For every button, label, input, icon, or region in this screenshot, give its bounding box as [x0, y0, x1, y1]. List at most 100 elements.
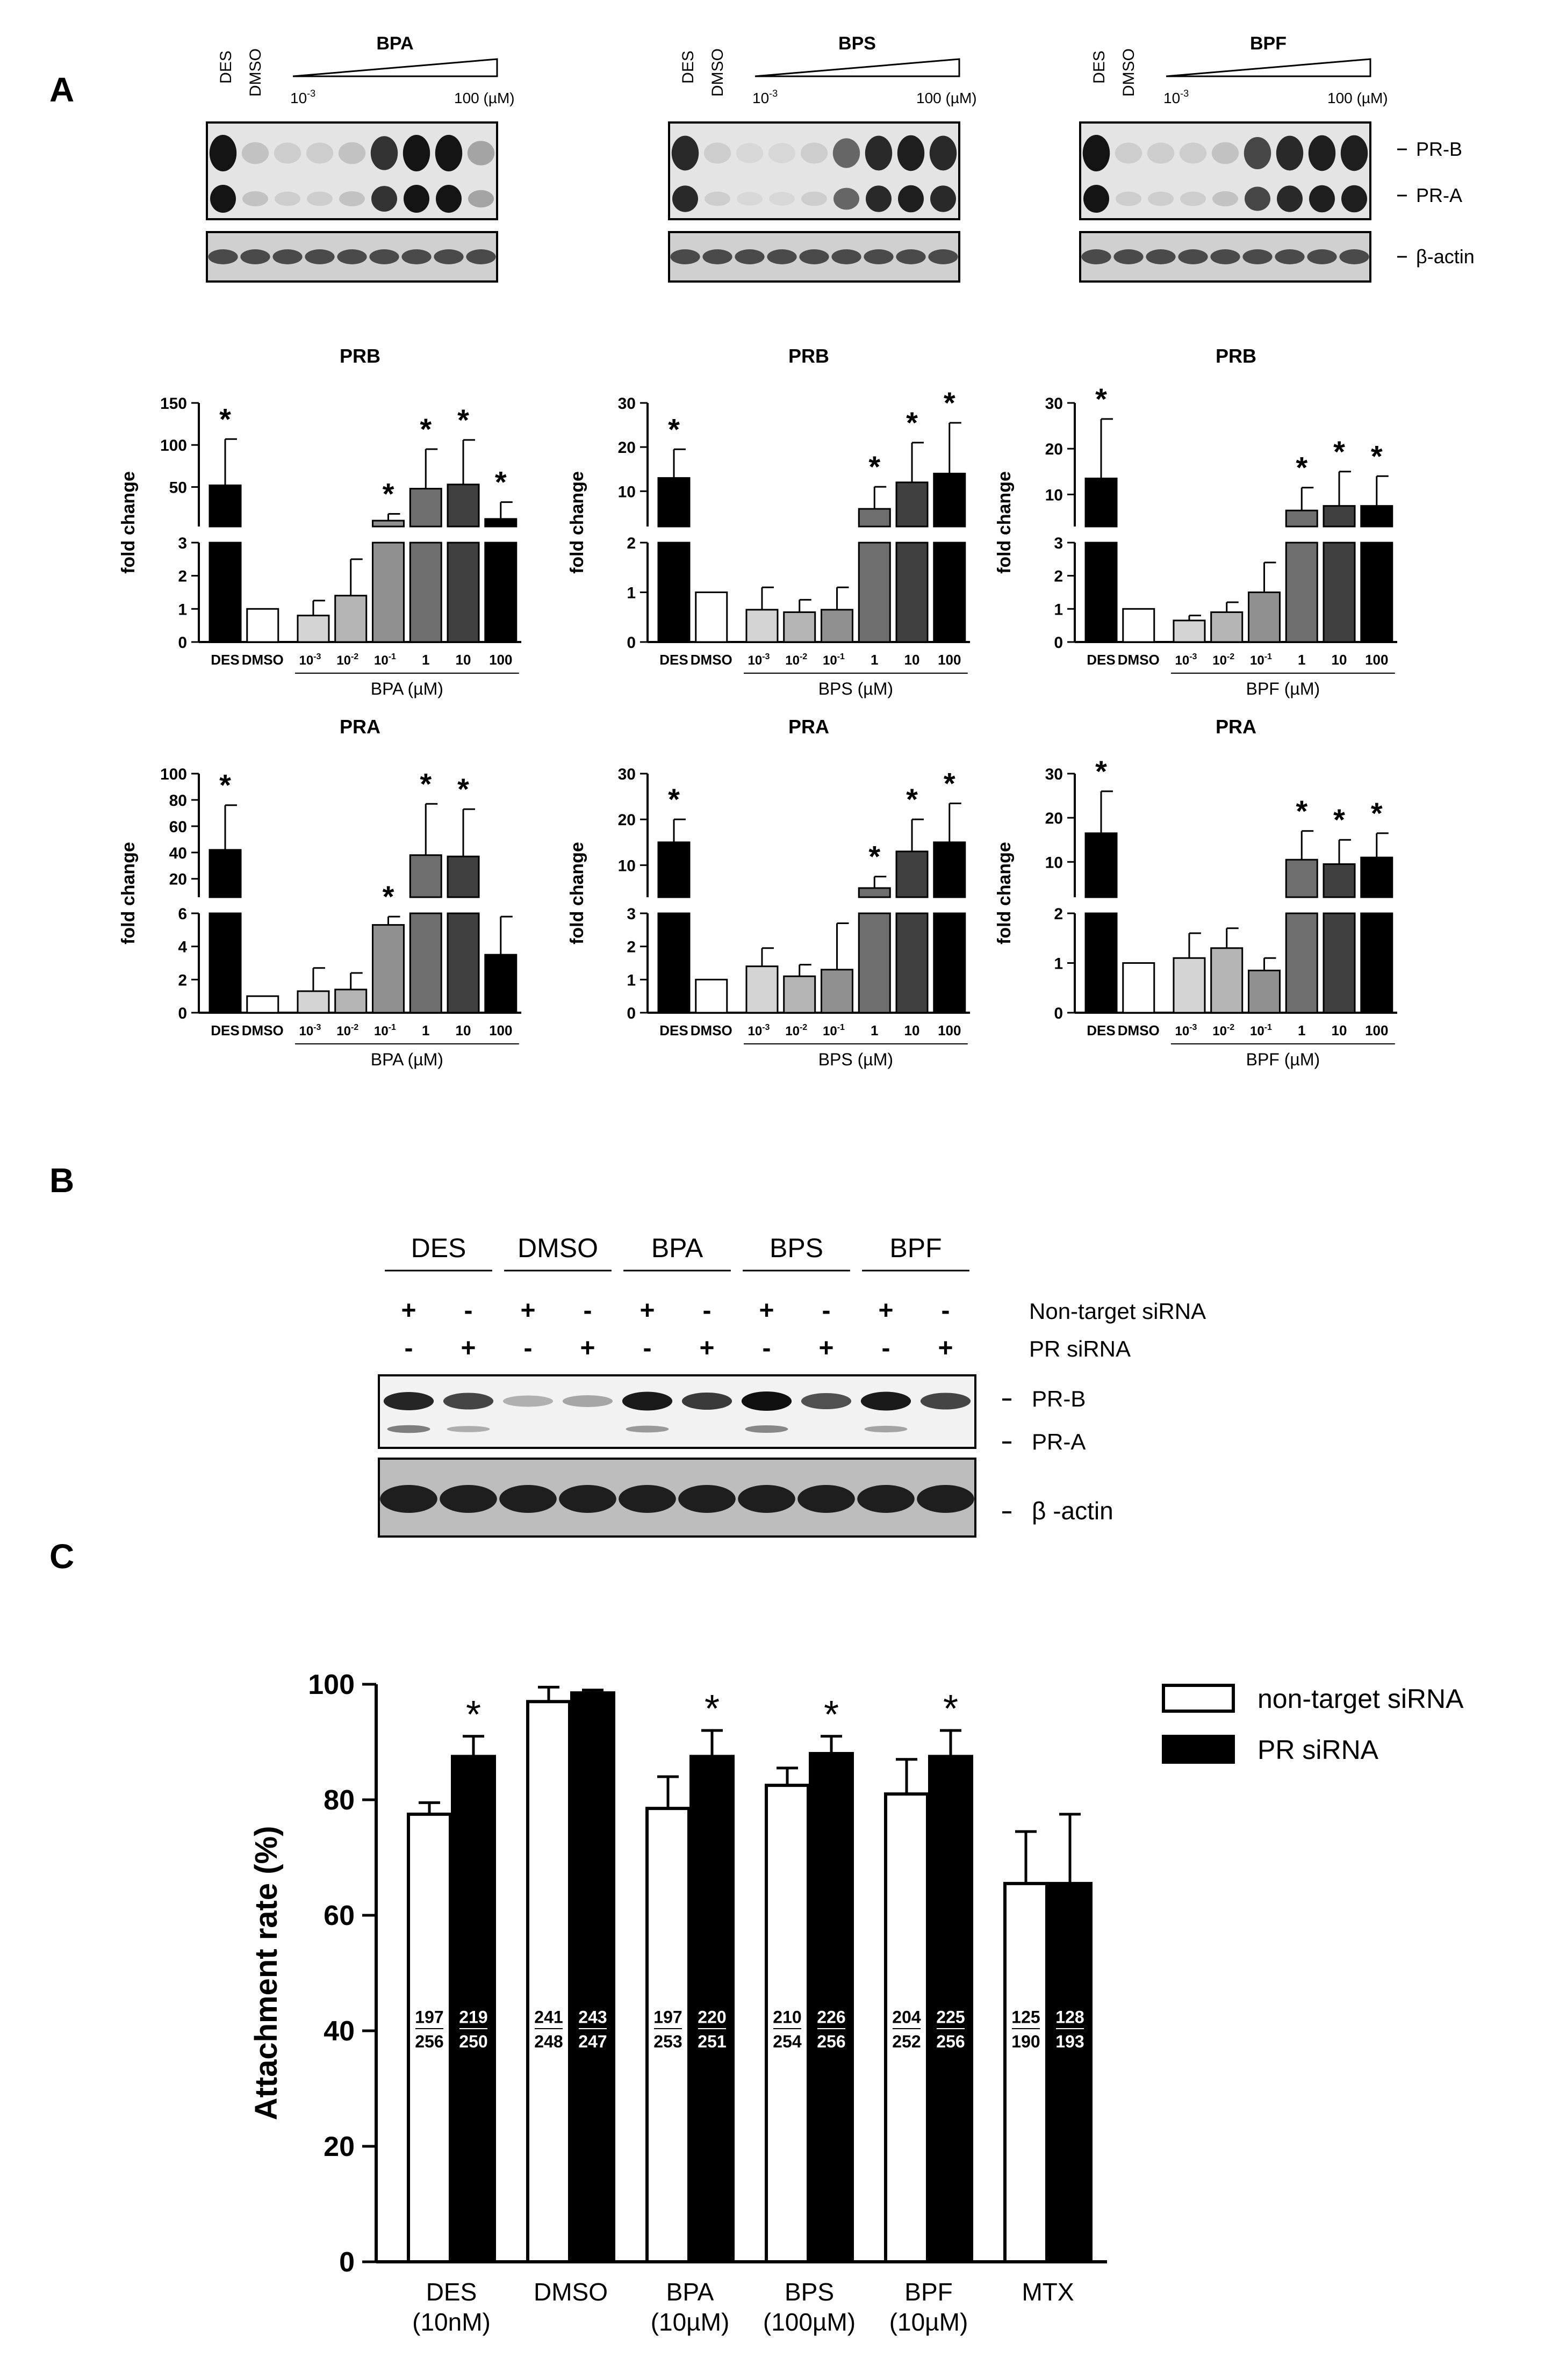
x-tick-label: 10-3 [748, 652, 770, 668]
legend-label: PR siRNA [1257, 1735, 1379, 1765]
count-denominator: 248 [534, 2032, 563, 2051]
y-tick-label: 60 [324, 1900, 355, 1931]
pr-b-band [370, 136, 398, 170]
bar-non-target [1003, 1881, 1048, 2263]
pr-b-band [800, 142, 828, 164]
bar-non-target [884, 1792, 929, 2263]
actin-band [1113, 249, 1144, 264]
bar-lower [371, 924, 405, 1014]
pr-a-band [930, 185, 956, 212]
group-label-des: DES [411, 1233, 466, 1263]
x-tick-label: 10-2 [785, 1023, 807, 1038]
significance-star: * [944, 766, 955, 800]
dose-wedge [754, 58, 960, 77]
x-tick-label: 100 [489, 652, 512, 668]
x-tick-label: 1 [871, 1022, 878, 1038]
x-tick-exponent: -2 [351, 1023, 358, 1032]
y-tick-label: 10 [618, 857, 636, 875]
significance-star: * [457, 403, 469, 437]
actin-band [735, 249, 765, 264]
x-tick-exponent: -1 [1264, 652, 1272, 661]
chart-c-svg: 0 20 40 60 80 100 Attachment rate (%) 197 256 219… [249, 1669, 1464, 2336]
y-tick-label: 1 [178, 601, 187, 618]
pr-b-band [241, 142, 269, 164]
y-tick-label: 2 [1054, 568, 1063, 586]
x-tick-label: DES [211, 652, 239, 668]
y-tick-label: 0 [627, 1005, 636, 1022]
count-numerator: 197 [653, 2007, 682, 2026]
x-tick-exponent: -3 [313, 1023, 321, 1032]
y-axis-label: Attachment rate (%) [249, 1826, 284, 2121]
y-tick-label: 40 [169, 845, 187, 862]
x-tick-label: BPS [785, 2278, 834, 2306]
count-denominator: 256 [415, 2032, 443, 2051]
x-tick-label: 1 [871, 652, 878, 668]
y-axis-label: fold change [567, 471, 587, 574]
actin-band [369, 249, 399, 264]
y-axis-label: fold change [567, 842, 587, 944]
panel-letter-b: B [49, 1161, 75, 1200]
panel-letter-c: C [49, 1537, 75, 1576]
x-tick-label: DES [1087, 652, 1115, 668]
bar-non-target [526, 1700, 571, 2263]
x-tick-label: 10 [904, 652, 920, 668]
count-numerator: 226 [817, 2007, 845, 2026]
dose-wedge [1166, 58, 1371, 77]
count-denominator: 251 [698, 2032, 726, 2051]
pr-b-band [1340, 135, 1368, 171]
y-tick-label: 100 [160, 437, 187, 455]
bar-lower [895, 542, 929, 643]
y-axis-label: fold change [994, 842, 1015, 944]
significance-star: * [906, 782, 918, 816]
pr-b-band [929, 135, 957, 171]
bar-upper [933, 472, 966, 528]
y-axis-label: fold change [118, 471, 139, 574]
pr-b-band [443, 1393, 494, 1410]
y-axis-label: fold change [118, 842, 139, 944]
y-tick-label: 6 [178, 905, 187, 923]
bar-upper [1285, 509, 1318, 528]
pr-a-band [210, 185, 236, 213]
pr-a-band [1180, 191, 1206, 206]
pr-b-band [703, 142, 731, 164]
bar-lower [1084, 542, 1118, 643]
pr-a-band [898, 185, 924, 213]
bar-lower [1173, 957, 1206, 1014]
significance-star: * [495, 465, 507, 499]
y-tick-label: 20 [618, 811, 636, 829]
significance-star: * [906, 406, 918, 439]
y-tick-label: 20 [1045, 810, 1063, 827]
y-tick-label: 1 [627, 971, 636, 989]
bar-upper [1285, 859, 1318, 898]
pr-b-band [435, 135, 463, 171]
x-tick-label: 10-1 [823, 1023, 845, 1038]
bar-upper [209, 484, 242, 528]
bar-lower [334, 989, 368, 1014]
bar-lower [484, 954, 518, 1014]
bar-lower [1360, 912, 1393, 1014]
y-tick-label: 0 [178, 634, 187, 652]
x-tick-exponent: -1 [837, 652, 845, 661]
band-label-prb: PR-B [1416, 138, 1462, 160]
bar-upper [209, 849, 242, 898]
pr-a-band [242, 191, 268, 207]
bar-lower [820, 609, 853, 643]
actin-band [208, 249, 238, 264]
x-tick-label: DMSO [1118, 652, 1160, 668]
row-label-pr-sirna: PR siRNA [1029, 1336, 1131, 1361]
bar-lower [657, 912, 691, 1014]
bar-upper [933, 841, 966, 898]
x-tick-label: 100 [1365, 652, 1388, 668]
actin-band [928, 249, 958, 264]
count-numerator: 220 [698, 2007, 726, 2026]
y-tick-label: 0 [627, 634, 636, 652]
lane-label-des: DES [679, 51, 697, 84]
actin-band [678, 1485, 736, 1513]
actin-band [1081, 249, 1111, 264]
pr-a-band [1212, 191, 1238, 207]
pr-b-band [671, 135, 699, 171]
x-tick-label: 10 [904, 1022, 920, 1038]
compound-label: BPF [1250, 33, 1287, 54]
pr-a-band [1148, 191, 1174, 206]
